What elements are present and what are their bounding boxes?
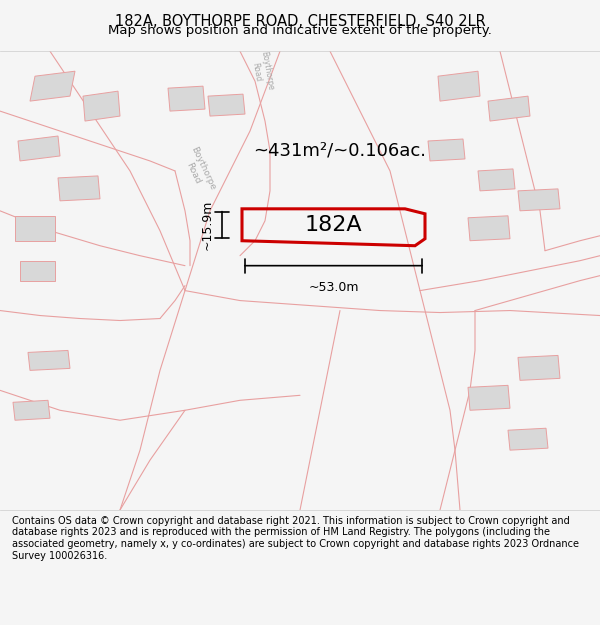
- Polygon shape: [30, 71, 75, 101]
- Polygon shape: [28, 351, 70, 371]
- Polygon shape: [478, 169, 515, 191]
- Polygon shape: [438, 71, 480, 101]
- Polygon shape: [208, 94, 245, 116]
- Polygon shape: [83, 91, 120, 121]
- Text: 182A, BOYTHORPE ROAD, CHESTERFIELD, S40 2LR: 182A, BOYTHORPE ROAD, CHESTERFIELD, S40 …: [115, 14, 485, 29]
- Text: ~53.0m: ~53.0m: [308, 281, 359, 294]
- Polygon shape: [13, 400, 50, 420]
- Polygon shape: [168, 86, 205, 111]
- Polygon shape: [468, 386, 510, 410]
- Polygon shape: [518, 189, 560, 211]
- Polygon shape: [518, 356, 560, 381]
- Text: ~15.9m: ~15.9m: [201, 199, 214, 250]
- Text: Boythorpe
Road: Boythorpe Road: [249, 50, 275, 92]
- Text: Contains OS data © Crown copyright and database right 2021. This information is : Contains OS data © Crown copyright and d…: [12, 516, 579, 561]
- Polygon shape: [18, 136, 60, 161]
- Polygon shape: [488, 96, 530, 121]
- Text: Boythorpe
Road: Boythorpe Road: [179, 146, 217, 196]
- Polygon shape: [428, 139, 465, 161]
- Polygon shape: [20, 261, 55, 281]
- Polygon shape: [468, 216, 510, 241]
- Polygon shape: [508, 428, 548, 450]
- Polygon shape: [58, 176, 100, 201]
- Polygon shape: [15, 216, 55, 241]
- Text: Map shows position and indicative extent of the property.: Map shows position and indicative extent…: [108, 24, 492, 37]
- Text: 182A: 182A: [304, 215, 362, 235]
- Text: ~431m²/~0.106ac.: ~431m²/~0.106ac.: [254, 142, 427, 160]
